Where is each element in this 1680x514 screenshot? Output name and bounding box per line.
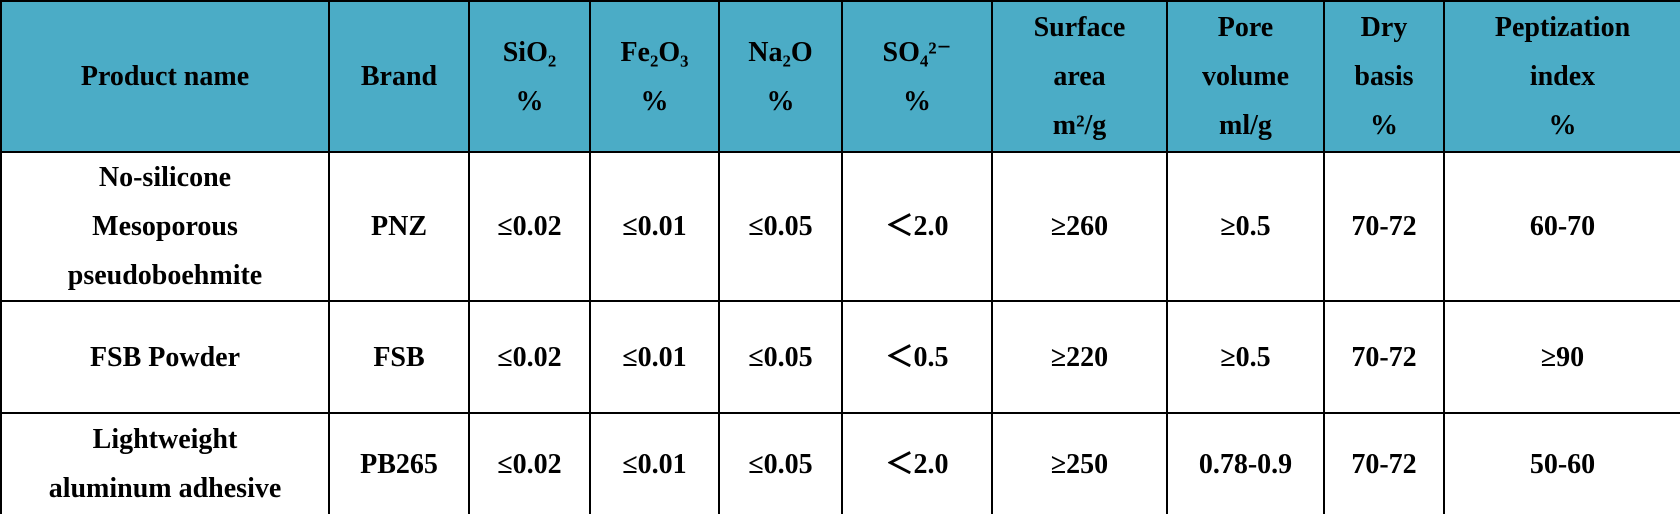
table-cell: 70-72 — [1323, 151, 1445, 302]
product-name-cell: FSB Powder — [0, 300, 330, 414]
cell-line: FSB Powder — [89, 341, 241, 373]
header-cell: Surface area m²/g — [991, 0, 1168, 153]
table-cell: 50-60 — [1443, 412, 1680, 514]
cell-line: pseudoboehmite — [67, 260, 263, 291]
table-cell: ≥0.5 — [1166, 300, 1325, 414]
cell-line: Product name — [80, 61, 250, 92]
cell-line: basis — [1354, 61, 1414, 92]
table-cell: ≤0.01 — [589, 151, 720, 302]
table-row: Lightweight aluminum adhesive PB265 ≤0.02 ≤0… — [0, 412, 1680, 514]
table-cell: ＜0.5 — [841, 300, 993, 414]
table-cell: 70-72 — [1323, 412, 1445, 514]
cell-line: Dry — [1360, 12, 1408, 43]
table-cell: ≥220 — [991, 300, 1168, 414]
table-cell: 0.78-0.9 — [1166, 412, 1325, 514]
cell-line: % — [1370, 110, 1398, 141]
header-cell: Pore volume ml/g — [1166, 0, 1325, 153]
header-cell: SiO₂% — [468, 0, 591, 153]
cell-line: m²/g — [1052, 110, 1107, 141]
header-cell: SO₄²⁻% — [841, 0, 993, 153]
table-row: FSB Powder FSB ≤0.02 ≤0.01 ≤0.05 ＜0.5 ≥220 ≥0.5… — [0, 300, 1680, 414]
cell-line: volume — [1201, 61, 1290, 92]
table-cell: ＜2.0 — [841, 412, 993, 514]
cell-line: SO₄²⁻ — [882, 36, 952, 68]
table-cell: PB265 — [328, 412, 470, 514]
cell-line: Na₂O — [748, 36, 813, 68]
cell-line: Peptization — [1494, 12, 1631, 43]
cell-line: % — [903, 85, 931, 117]
cell-line: No-silicone — [98, 162, 232, 193]
table-row: No-silicone Mesoporous pseudoboehmite PNZ ≤0… — [0, 151, 1680, 302]
table-cell: ≤0.05 — [718, 151, 843, 302]
table-cell: ≤0.02 — [468, 412, 591, 514]
cell-line: Lightweight — [92, 424, 238, 455]
cell-line: % — [766, 85, 795, 117]
table-cell: ≥0.5 — [1166, 151, 1325, 302]
header-cell: Fe₂O₃% — [589, 0, 720, 153]
header-cell: Peptization index% — [1443, 0, 1680, 153]
cell-line: area — [1053, 61, 1106, 92]
table-cell: FSB — [328, 300, 470, 414]
table-cell: ≤0.02 — [468, 300, 591, 414]
cell-line: Brand — [360, 61, 438, 92]
header-cell: Product name — [0, 0, 330, 153]
table-cell: 60-70 — [1443, 151, 1680, 302]
header-cell: Na₂O% — [718, 0, 843, 153]
table-cell: PNZ — [328, 151, 470, 302]
table-cell: ≥250 — [991, 412, 1168, 514]
cell-line: Fe₂O₃ — [620, 36, 689, 68]
cell-line: SiO₂ — [502, 36, 557, 68]
cell-line: % — [515, 85, 544, 117]
table-cell: ≤0.05 — [718, 412, 843, 514]
cell-line: aluminum adhesive — [48, 473, 282, 504]
table-cell: ≥260 — [991, 151, 1168, 302]
cell-line: % — [1548, 110, 1577, 141]
table-cell: ≤0.01 — [589, 300, 720, 414]
cell-line: ml/g — [1219, 110, 1272, 141]
header-cell: Brand — [328, 0, 470, 153]
header-row: Product name Brand SiO₂% Fe₂O₃% Na₂O% SO₄²⁻% S… — [0, 0, 1680, 153]
table-cell: ≤0.02 — [468, 151, 591, 302]
table-cell: 70-72 — [1323, 300, 1445, 414]
cell-line: index — [1529, 61, 1596, 92]
product-name-cell: No-silicone Mesoporous pseudoboehmite — [0, 151, 330, 302]
table-cell: ＜2.0 — [841, 151, 993, 302]
header-cell: Dry basis% — [1323, 0, 1445, 153]
table-cell: ≥90 — [1443, 300, 1680, 414]
cell-line: % — [640, 85, 669, 117]
product-name-cell: Lightweight aluminum adhesive — [0, 412, 330, 514]
table-cell: ≤0.05 — [718, 300, 843, 414]
cell-line: Mesoporous — [92, 211, 238, 242]
table-cell: ≤0.01 — [589, 412, 720, 514]
cell-line: Surface — [1033, 12, 1126, 43]
cell-line: Pore — [1217, 12, 1274, 43]
